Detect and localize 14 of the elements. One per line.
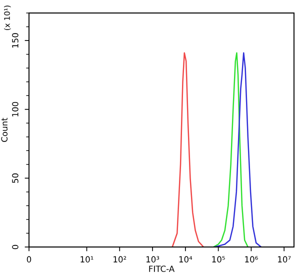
- x-tick-label: 10⁵: [212, 256, 225, 262]
- y-tick-label: 150: [12, 33, 18, 48]
- x-tick-label: 10⁴: [179, 256, 192, 262]
- x-tick-label: 10²: [114, 256, 126, 262]
- x-tick-label: 10⁶: [245, 256, 258, 262]
- x-tick-label: 10³: [146, 256, 160, 262]
- x-tick-label: 0: [26, 256, 32, 262]
- y-axis-title: Count: [1, 118, 8, 142]
- y-tick-label: 100: [12, 102, 18, 116]
- x-axis-title: FITC-A: [149, 266, 175, 272]
- x-tick-label: 10⁷: [278, 256, 291, 262]
- y-tick-label: 0: [12, 244, 18, 250]
- y-tick-label: 50: [12, 173, 18, 183]
- x-tick-label: 10¹: [80, 256, 94, 262]
